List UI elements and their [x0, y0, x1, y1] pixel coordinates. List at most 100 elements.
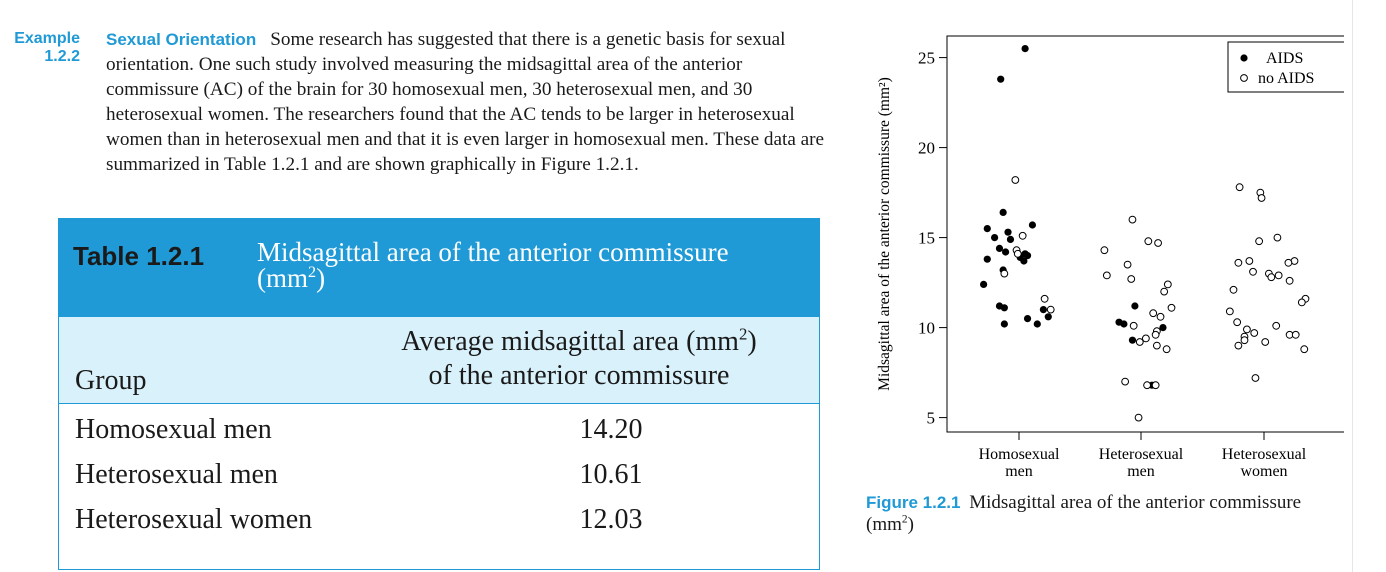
- data-point-aids: [1021, 45, 1029, 53]
- row-value: 10.61: [579, 459, 643, 490]
- data-point-no-aids: [1152, 341, 1161, 350]
- data-point-aids: [1120, 320, 1128, 328]
- data-point-aids: [1006, 235, 1015, 243]
- figure-caption: Figure 1.2.1 Midsagittal area of the ant…: [866, 492, 1336, 536]
- data-point-no-aids: [1229, 285, 1238, 294]
- data-point-no-aids: [1300, 345, 1309, 354]
- data-point-no-aids: [1143, 381, 1152, 390]
- table-caption-text: Midsagittal area of the anterior commiss…: [257, 237, 729, 293]
- data-point-aids: [1039, 306, 1047, 314]
- data-point-no-aids: [1018, 231, 1027, 240]
- data-point-no-aids: [1243, 325, 1251, 334]
- data-point-no-aids: [1151, 330, 1160, 339]
- y-tick-label: 25: [918, 49, 935, 68]
- row-group: Heterosexual men: [75, 459, 278, 490]
- data-point-aids: [1004, 228, 1012, 236]
- data-point-no-aids: [1134, 413, 1143, 422]
- data-point-aids: [1044, 313, 1052, 321]
- table-caption: Midsagittal area of the anterior commiss…: [257, 237, 797, 293]
- data-point-no-aids: [1149, 309, 1158, 318]
- data-point-no-aids: [1000, 269, 1009, 278]
- data-point-no-aids: [1240, 336, 1249, 345]
- data-point-aids: [1131, 302, 1139, 310]
- data-point-no-aids: [1251, 374, 1260, 382]
- data-point-no-aids: [1291, 330, 1300, 339]
- example-label: Example 1.2.2: [0, 30, 80, 66]
- y-tick-label: 5: [927, 409, 936, 428]
- y-tick-label: 10: [918, 319, 935, 338]
- x-tick-label: Homosexual: [979, 446, 1060, 463]
- table-column-header: Group Average midsagittal area (mm2) of …: [59, 317, 819, 404]
- data-point-no-aids: [1046, 305, 1055, 314]
- row-group: Heterosexual women: [75, 504, 313, 535]
- data-point-no-aids: [1163, 280, 1172, 289]
- legend-marker-aids: [1240, 54, 1248, 62]
- data-point-no-aids: [1245, 257, 1254, 265]
- row-value: 14.20: [579, 414, 643, 445]
- legend-marker-no-aids: [1240, 74, 1248, 82]
- data-point-aids: [980, 280, 988, 288]
- data-point-no-aids: [1297, 298, 1306, 307]
- legend-label-aids: AIDS: [1266, 50, 1303, 67]
- data-point-no-aids: [1285, 276, 1294, 285]
- table-row: Heterosexual men 10.61: [59, 451, 819, 496]
- table-caption-end: ): [316, 263, 326, 293]
- data-point-no-aids: [1273, 233, 1282, 242]
- data-point-no-aids: [1167, 303, 1176, 312]
- data-point-no-aids: [1234, 258, 1243, 267]
- table-row: Homosexual men 14.20: [59, 406, 819, 451]
- figure-caption-sup: 2: [901, 513, 908, 526]
- data-point-no-aids: [1156, 312, 1165, 321]
- data-point-no-aids: [1225, 307, 1234, 316]
- paragraph-heading: Sexual Orientation: [106, 30, 257, 49]
- legend-box: [1227, 41, 1344, 93]
- data-point-no-aids: [1233, 318, 1242, 327]
- data-point-no-aids: [1272, 321, 1281, 330]
- data-point-no-aids: [1141, 334, 1150, 343]
- data-point-aids: [983, 225, 991, 233]
- data-point-aids: [983, 255, 991, 263]
- figure-caption-end: ): [907, 514, 914, 535]
- legend-label-no-aids: no AIDS: [1258, 70, 1314, 87]
- row-group: Homosexual men: [75, 414, 272, 445]
- figure-caption-text: Midsagittal area of the anterior commiss…: [866, 492, 1302, 535]
- data-point-aids: [991, 234, 999, 242]
- example-number: 1.2.2: [44, 48, 80, 65]
- data-point-no-aids: [1235, 183, 1244, 192]
- plot-frame: [946, 35, 1344, 433]
- data-point-no-aids: [1160, 287, 1169, 296]
- row-value: 12.03: [579, 504, 643, 535]
- data-point-aids: [1001, 248, 1010, 256]
- data-point-no-aids: [1162, 345, 1171, 354]
- data-point-no-aids: [1135, 338, 1144, 346]
- data-point-no-aids: [1129, 321, 1138, 330]
- table-title-bar: Table 1.2.1 Midsagittal area of the ante…: [59, 219, 819, 317]
- data-point-aids: [1000, 320, 1008, 328]
- data-point-no-aids: [1151, 381, 1160, 390]
- data-point-no-aids: [1255, 237, 1264, 246]
- page-edge: [1352, 0, 1353, 572]
- data-point-aids: [1159, 324, 1167, 332]
- data-point-no-aids: [1123, 260, 1132, 269]
- scatter-chart: 510152025HomosexualmenHeterosexualmenHet…: [876, 35, 1344, 480]
- table-caption-sup: 2: [308, 263, 317, 281]
- data-point-no-aids: [1234, 341, 1243, 350]
- column-header-average-sup: 2: [738, 324, 748, 344]
- data-point-no-aids: [1249, 267, 1257, 276]
- data-point-aids: [1128, 336, 1137, 344]
- data-point-no-aids: [1011, 176, 1020, 184]
- column-header-average-line1: Average midsagittal area (mm: [401, 326, 739, 357]
- table-row: Heterosexual women 12.03: [59, 496, 819, 541]
- column-header-average: Average midsagittal area (mm2) of the an…: [349, 325, 809, 393]
- x-tick-label: Heterosexual: [1099, 446, 1184, 463]
- data-point-no-aids: [1128, 215, 1137, 224]
- data-point-aids: [999, 208, 1007, 216]
- data-point-aids: [1033, 320, 1041, 328]
- example-word: Example: [14, 30, 80, 47]
- column-header-average-end: ): [747, 326, 757, 357]
- data-point-aids: [1023, 315, 1032, 323]
- x-tick-label: Heterosexual: [1222, 446, 1307, 463]
- data-point-no-aids: [1127, 275, 1136, 283]
- data-point-aids: [1028, 221, 1037, 229]
- figure-number: Figure 1.2.1: [866, 493, 961, 512]
